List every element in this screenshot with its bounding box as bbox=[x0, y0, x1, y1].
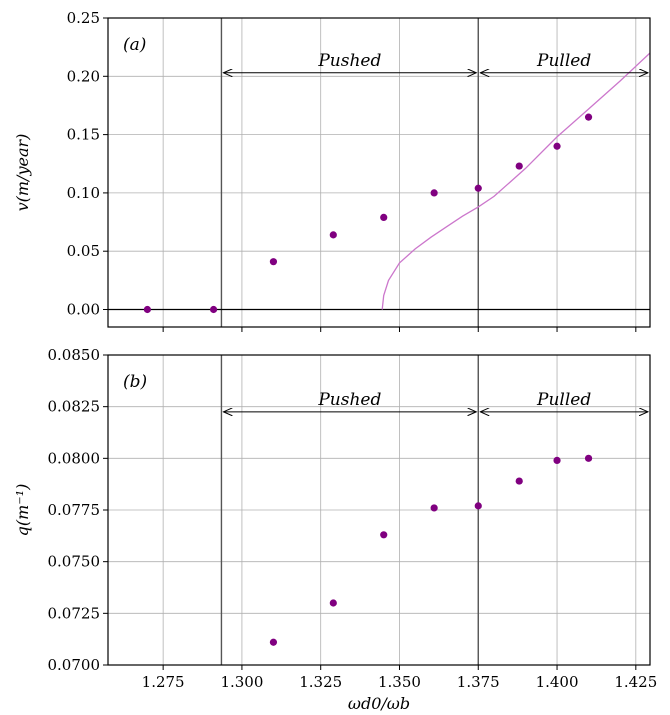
panel-a-frame bbox=[107, 17, 651, 328]
panel-a-data-point-9 bbox=[584, 113, 593, 121]
panel-a-ylabel: v(m/year) bbox=[13, 134, 32, 212]
panel-b-xlabel: ωd0/ωb bbox=[348, 694, 410, 713]
panel-a-ytick-label-5: 0.25 bbox=[67, 9, 100, 27]
panel-b-xtick-label-5: 1.400 bbox=[536, 673, 579, 691]
panel-a: Pushed Pulled 0.00 0.05 0.10 0.15 0.20 0.25 (a… bbox=[13, 9, 651, 332]
panel-b-xtick-label-0: 1.275 bbox=[142, 673, 185, 691]
panel-b-xtick-label-3: 1.350 bbox=[378, 673, 421, 691]
panel-b-xtick-label-4: 1.375 bbox=[457, 673, 500, 691]
panel-b-data-point-2 bbox=[380, 531, 388, 539]
panel-a-data-point-5 bbox=[430, 189, 438, 197]
panel-a-data-point-1 bbox=[209, 305, 218, 314]
panel-a-ytick-label-2: 0.10 bbox=[67, 184, 100, 202]
panel-b-data-point-4 bbox=[474, 502, 482, 510]
panel-a-data-point-0 bbox=[143, 305, 151, 314]
panel-a-data-point-7 bbox=[515, 162, 523, 170]
panel-b-ytick-label-5: 0.0825 bbox=[48, 398, 101, 416]
panel-a-ytick-label-3: 0.15 bbox=[67, 126, 100, 144]
panel-a-ytick-label-0: 0.00 bbox=[67, 301, 100, 319]
panel-b-annotation-pushed: Pushed bbox=[317, 390, 381, 410]
panel-b-frame bbox=[107, 354, 651, 666]
panel-b-data-point-1 bbox=[329, 599, 337, 607]
panel-b-ytick-label-6: 0.0850 bbox=[48, 346, 101, 364]
panel-a-ytick-label-1: 0.05 bbox=[67, 242, 100, 260]
panel-b-data-point-0 bbox=[269, 638, 278, 646]
panel-a-annotations: Pushed Pulled bbox=[223, 51, 648, 73]
panel-a-annotation-pulled: Pulled bbox=[536, 51, 591, 71]
panel-b: Pushed Pulled 1.275 1.300 1.325 1.350 1.375 1.… bbox=[13, 346, 657, 713]
panel-b-data-point-5 bbox=[515, 477, 523, 485]
panel-a-fit-line bbox=[381, 52, 651, 310]
panel-a-data-point-3 bbox=[329, 231, 337, 239]
panel-a-series bbox=[143, 52, 651, 314]
panel-b-data-point-7 bbox=[584, 454, 593, 462]
panel-a-vertical-lines bbox=[108, 18, 650, 327]
panel-b-label: (b) bbox=[123, 372, 147, 392]
panel-a-data-point-4 bbox=[380, 213, 388, 221]
panel-a-data-point-2 bbox=[269, 258, 278, 266]
panel-b-ytick-label-3: 0.0775 bbox=[48, 501, 101, 519]
panel-b-ytick-label-1: 0.0725 bbox=[48, 604, 101, 622]
panel-b-vertical-lines bbox=[220, 355, 479, 665]
panel-b-ylabel: q(m⁻¹) bbox=[13, 484, 32, 537]
panel-b-xtick-label-2: 1.325 bbox=[299, 673, 342, 691]
panel-b-data-point-6 bbox=[553, 456, 561, 464]
panel-b-annotation-pulled: Pulled bbox=[536, 390, 591, 410]
panel-a-annotation-pushed: Pushed bbox=[317, 51, 381, 71]
panel-b-ytick-label-4: 0.0800 bbox=[48, 449, 101, 467]
panel-a-data-point-8 bbox=[553, 142, 561, 150]
panel-b-xtick-label-1: 1.300 bbox=[220, 673, 263, 691]
panel-b-ticks: 1.275 1.300 1.325 1.350 1.375 1.400 1.425 0.070… bbox=[48, 346, 658, 691]
panel-b-ytick-label-0: 0.0700 bbox=[48, 656, 101, 674]
panel-b-annotations: Pushed Pulled bbox=[223, 390, 648, 412]
panel-a-data-point-6 bbox=[474, 184, 482, 192]
panel-b-data-point-3 bbox=[430, 504, 438, 512]
panel-a-ticks: 0.00 0.05 0.10 0.15 0.20 0.25 bbox=[67, 9, 637, 332]
panel-a-ytick-label-4: 0.20 bbox=[67, 67, 100, 85]
panel-b-ytick-label-2: 0.0750 bbox=[48, 553, 101, 571]
panel-b-xtick-label-6: 1.425 bbox=[614, 673, 657, 691]
panel-a-label: (a) bbox=[123, 35, 146, 55]
panel-b-series bbox=[269, 454, 593, 646]
